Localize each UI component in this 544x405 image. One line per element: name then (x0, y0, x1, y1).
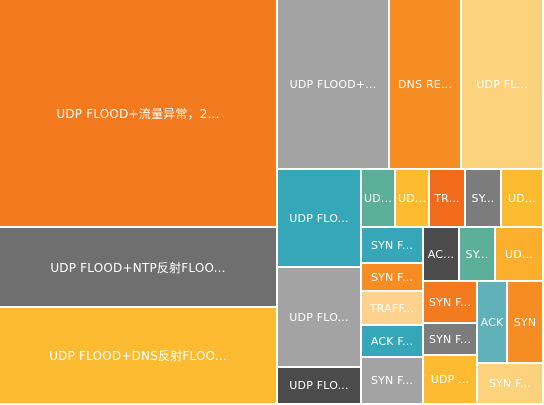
tile-label: TR... (434, 191, 460, 205)
treemap-tile: SYN F... (362, 358, 424, 405)
treemap-tile: ACK (478, 282, 508, 364)
tile-label: UD... (398, 191, 427, 205)
tile-label: UDP ... (430, 373, 470, 386)
treemap-tile: TRAFF... (362, 292, 424, 326)
treemap-tile: UD... (496, 228, 544, 282)
treemap-tile: TR... (430, 170, 466, 228)
treemap-tile: UD... (396, 170, 430, 228)
tile-label: SYN F... (488, 377, 532, 390)
treemap-tile: UD... (362, 170, 396, 228)
treemap-tile: SYN F... (424, 324, 478, 356)
tile-label: SY... (465, 247, 489, 261)
tile-label: UDP FLOOD+流量异常，2... (56, 106, 220, 121)
treemap-tile: UDP FLO... (278, 268, 362, 368)
treemap-tile: SYN F... (478, 364, 544, 405)
tile-label: UDP FLOOD+... (289, 77, 377, 91)
treemap-tile: UDP FLOOD+流量异常，2... (0, 0, 278, 228)
tile-label: DNS RE... (397, 77, 453, 91)
tile-label: UDP FL... (476, 77, 528, 91)
tile-label: UDP FLOOD+NTP反射FLOO... (50, 260, 226, 275)
tile-label: SYN F... (370, 374, 414, 387)
tile-label: SYN F... (428, 295, 472, 309)
tile-label: SYN F... (428, 332, 472, 346)
tile-label: AC... (427, 247, 455, 261)
tile-label: UD... (507, 191, 536, 205)
tile-label: ACK F... (370, 334, 414, 348)
treemap-tile: UDP FLOOD+NTP反射FLOO... (0, 228, 278, 308)
tile-label: SY... (471, 191, 495, 205)
tile-label: SYN (513, 315, 537, 329)
tile-label: ACK (480, 315, 504, 329)
tile-label: UDP FLOOD+DNS反射FLOO... (49, 349, 227, 363)
treemap-tile: SYN F... (362, 264, 424, 292)
treemap-tile: SYN (508, 282, 544, 364)
treemap-tile: SY... (466, 170, 502, 228)
tile-label: UDP FLO... (289, 211, 349, 225)
tile-label: UDP FLO... (289, 310, 349, 324)
tile-label: TRAFF... (369, 301, 415, 315)
treemap-tile: AC... (424, 228, 460, 282)
treemap-tile: SYN F... (424, 282, 478, 324)
tile-label: SYN F... (370, 270, 414, 284)
treemap-tile: UDP FLOOD+... (278, 0, 390, 170)
treemap-tile: UDP FLOOD+DNS反射FLOO... (0, 308, 278, 405)
treemap-tile: ACK F... (362, 326, 424, 358)
treemap-tile: UD... (502, 170, 544, 228)
treemap-tile: UDP ... (424, 356, 478, 405)
treemap-tile: UDP FLO... (278, 170, 362, 268)
tile-label: SYN F... (370, 238, 414, 252)
treemap-tile: SY... (460, 228, 496, 282)
treemap-tile: SYN F... (362, 228, 424, 264)
tile-label: UDP FLO... (289, 379, 349, 392)
treemap-tile: UDP FLO... (278, 368, 362, 405)
tile-label: UD... (504, 247, 533, 261)
treemap-tile: UDP FL... (462, 0, 544, 170)
treemap-tile: DNS RE... (390, 0, 462, 170)
tile-label: UD... (364, 191, 393, 205)
